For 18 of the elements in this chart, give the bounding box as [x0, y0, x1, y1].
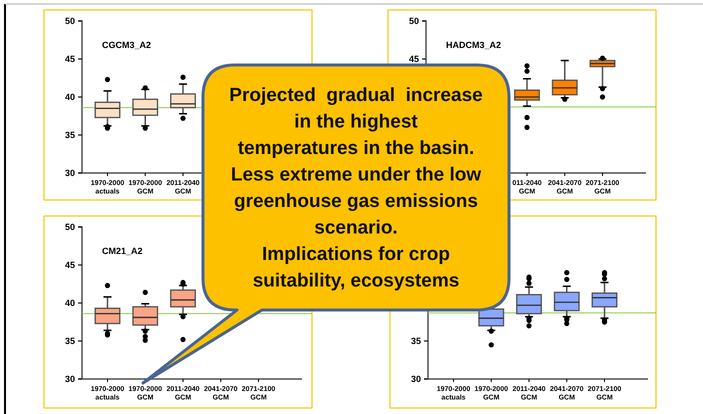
y-tick-label: 45	[64, 54, 75, 64]
y-tick-label: 50	[64, 16, 75, 26]
y-tick-label: 50	[408, 16, 419, 26]
y-tick-label: 30	[64, 374, 75, 384]
y-tick-label: 50	[64, 222, 75, 232]
text: CM21_A2	[102, 246, 143, 256]
y-tick-label: 40	[64, 92, 75, 102]
y-tick-label: 35	[410, 336, 421, 346]
y-tick-label: 45	[408, 54, 419, 64]
y-tick-label: 30	[410, 374, 421, 384]
y-tick-label: 35	[64, 336, 75, 346]
y-tick-label: 30	[64, 168, 75, 178]
y-tick-label: 45	[64, 260, 75, 270]
text: CGCM3_A2	[102, 40, 152, 50]
annotation: Projected gradual increase in the highest temperatures in the basin. Less extreme under the low greenhouse gas emissions scenario. Implications for crop suitability, ecosystems	[229, 85, 483, 292]
y-tick-label: 40	[64, 298, 75, 308]
y-tick-label: 35	[64, 130, 75, 140]
text: HADCM3_A2	[446, 40, 502, 50]
